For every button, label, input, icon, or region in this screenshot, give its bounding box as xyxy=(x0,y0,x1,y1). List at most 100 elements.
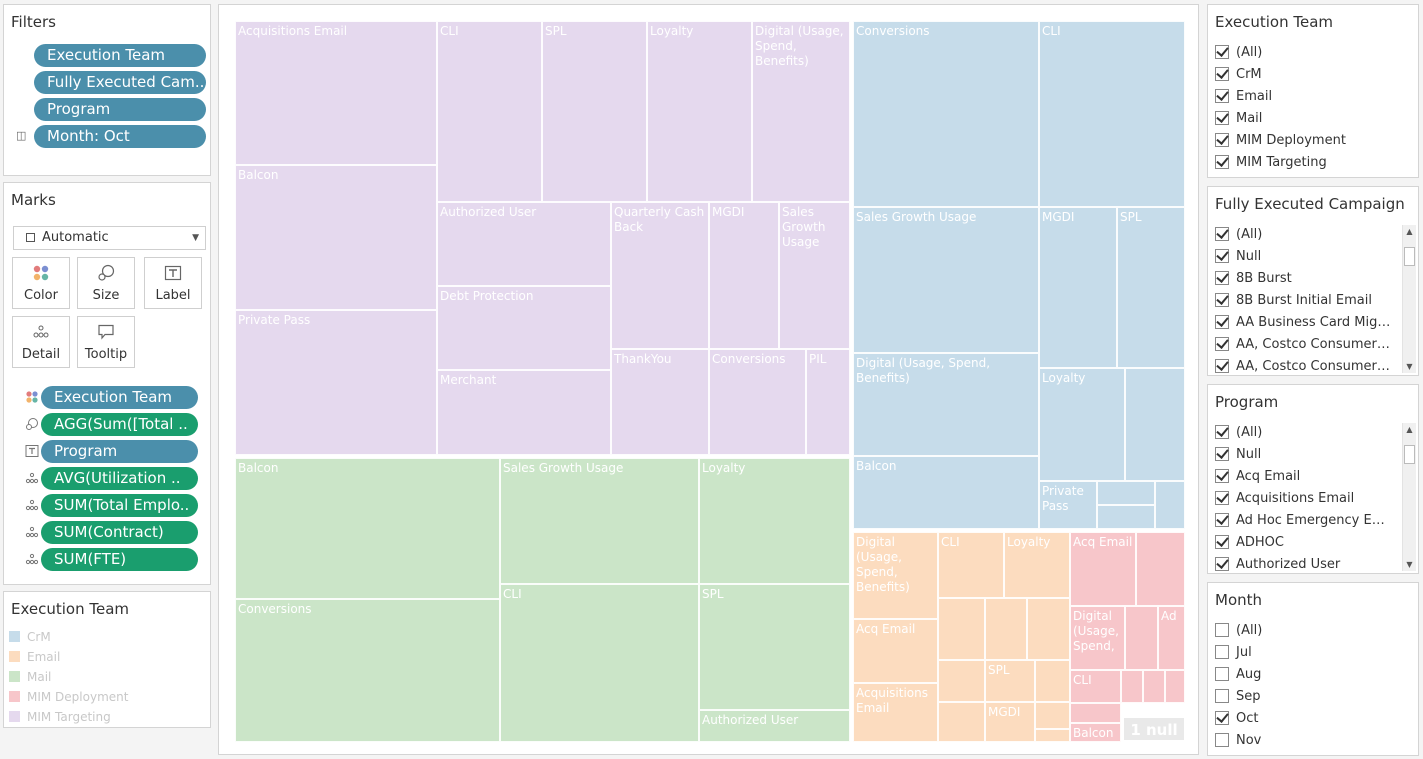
checkbox-checked-icon[interactable] xyxy=(1215,111,1229,125)
scroll-up-icon[interactable]: ▲ xyxy=(1406,227,1413,236)
filter-option[interactable]: (All) xyxy=(1215,422,1393,444)
checkbox-checked-icon[interactable] xyxy=(1215,293,1229,307)
filter-option[interactable]: Nov xyxy=(1215,730,1393,752)
treemap-cell[interactable]: Loyalty xyxy=(1004,532,1070,598)
checkbox-checked-icon[interactable] xyxy=(1215,133,1229,147)
treemap-cell[interactable]: PIL xyxy=(806,349,850,455)
checkbox-checked-icon[interactable] xyxy=(1215,513,1229,527)
treemap-cell[interactable]: Sales Growth Usage xyxy=(779,202,850,349)
mark-type-dropdown[interactable]: Automatic ▼ xyxy=(13,226,206,250)
checkbox-checked-icon[interactable] xyxy=(1215,155,1229,169)
treemap-cell[interactable] xyxy=(985,598,1027,660)
filter-option[interactable]: Authorized User xyxy=(1215,554,1393,576)
checkbox-icon[interactable] xyxy=(1215,667,1229,681)
marks-field-total-employees[interactable]: SUM(Total Emplo.. xyxy=(41,494,198,517)
checkbox-checked-icon[interactable] xyxy=(1215,67,1229,81)
treemap-cell[interactable]: CLI xyxy=(1039,21,1185,207)
marks-field-contract[interactable]: SUM(Contract) xyxy=(41,521,198,544)
treemap-cell[interactable]: Digital (Usage, Spend, xyxy=(1070,606,1125,670)
filter-option[interactable]: Jul xyxy=(1215,642,1393,664)
treemap-cell[interactable]: Loyalty xyxy=(699,458,850,584)
filter-option[interactable]: Ad Hoc Emergency Emails xyxy=(1215,510,1393,532)
treemap-cell[interactable] xyxy=(1035,729,1070,742)
checkbox-checked-icon[interactable] xyxy=(1215,249,1229,263)
treemap-cell[interactable]: Quarterly Cash Back xyxy=(611,202,709,349)
checkbox-checked-icon[interactable] xyxy=(1215,469,1229,483)
treemap-cell[interactable]: CLI xyxy=(500,584,699,742)
treemap-cell[interactable]: SPL xyxy=(985,660,1035,702)
filter-option[interactable]: Mail xyxy=(1215,108,1393,130)
program-scrollbar[interactable]: ▲ ▼ xyxy=(1402,423,1416,571)
checkbox-checked-icon[interactable] xyxy=(1215,711,1229,725)
filter-option[interactable]: (All) xyxy=(1215,224,1393,246)
filter-option[interactable]: Sep xyxy=(1215,686,1393,708)
treemap-cell[interactable]: Authorized User xyxy=(437,202,611,286)
treemap-cell[interactable]: Debt Protection xyxy=(437,286,611,370)
filter-option[interactable]: (All) xyxy=(1215,42,1393,64)
treemap-cell[interactable]: Conversions xyxy=(853,21,1039,207)
treemap-cell[interactable]: CLI xyxy=(1070,670,1121,703)
checkbox-checked-icon[interactable] xyxy=(1215,227,1229,241)
marks-field-utilization[interactable]: AVG(Utilization .. xyxy=(41,467,198,490)
checkbox-checked-icon[interactable] xyxy=(1215,271,1229,285)
marks-label-button[interactable]: Label xyxy=(144,257,202,309)
filter-pill-campaign[interactable]: Fully Executed Cam.. xyxy=(34,71,206,94)
legend-item-email[interactable]: Email xyxy=(9,647,60,667)
treemap-cell[interactable]: ThankYou xyxy=(611,349,709,455)
treemap-cell[interactable]: MGDI xyxy=(1039,207,1117,368)
marks-size-button[interactable]: Size xyxy=(77,257,135,309)
marks-field-fte[interactable]: SUM(FTE) xyxy=(41,548,198,571)
treemap-cell[interactable] xyxy=(1125,606,1158,670)
treemap-cell[interactable]: Private Pass xyxy=(1039,481,1097,529)
filter-option[interactable]: MIM Targeting xyxy=(1215,152,1393,174)
treemap-cell[interactable]: SPL xyxy=(1117,207,1185,368)
checkbox-checked-icon[interactable] xyxy=(1215,337,1229,351)
treemap-cell[interactable] xyxy=(938,598,985,660)
treemap-cell[interactable] xyxy=(938,660,985,702)
treemap-cell[interactable]: Acq Email xyxy=(853,619,938,683)
marks-detail-button[interactable]: Detail xyxy=(12,316,70,368)
filter-option[interactable]: Oct xyxy=(1215,708,1393,730)
scroll-up-icon[interactable]: ▲ xyxy=(1406,425,1413,434)
treemap-cell[interactable]: Private Pass xyxy=(235,310,437,455)
filter-option[interactable]: 8B Burst Initial Email xyxy=(1215,290,1393,312)
marks-field-program[interactable]: Program xyxy=(41,440,198,463)
filter-option[interactable]: AA, Costco Consumer, ... xyxy=(1215,356,1393,378)
treemap-cell[interactable]: Merchant xyxy=(437,370,611,455)
filter-option[interactable]: Acquisitions Email xyxy=(1215,488,1393,510)
treemap-cell[interactable] xyxy=(1070,703,1121,723)
filter-pill-execution-team[interactable]: Execution Team xyxy=(34,44,206,67)
treemap-cell[interactable]: Ad xyxy=(1158,606,1185,670)
treemap-cell[interactable]: Acq Email xyxy=(1070,532,1136,606)
scroll-thumb[interactable] xyxy=(1404,247,1415,266)
treemap-cell[interactable] xyxy=(1035,702,1070,729)
treemap-cell[interactable] xyxy=(1155,481,1185,529)
treemap-cell[interactable]: Authorized User xyxy=(699,710,850,742)
marks-field-execution-team[interactable]: Execution Team xyxy=(41,386,198,409)
scroll-down-icon[interactable]: ▼ xyxy=(1406,560,1413,569)
treemap-cell[interactable]: MGDI xyxy=(985,702,1035,742)
treemap-cell[interactable]: Acquisitions Email xyxy=(235,21,437,165)
treemap-cell[interactable]: SPL xyxy=(542,21,647,202)
marks-tooltip-button[interactable]: Tooltip xyxy=(77,316,135,368)
filter-pill-program[interactable]: Program xyxy=(34,98,206,121)
treemap-cell[interactable]: Digital (Usage, Spend, Benefits) xyxy=(752,21,850,202)
treemap-cell[interactable]: Balcon xyxy=(235,458,500,599)
filter-option[interactable]: 8B Burst xyxy=(1215,268,1393,290)
checkbox-checked-icon[interactable] xyxy=(1215,557,1229,571)
filter-pill-month[interactable]: Month: Oct xyxy=(34,125,206,148)
checkbox-icon[interactable] xyxy=(1215,733,1229,747)
treemap-cell[interactable]: SPL xyxy=(699,584,850,710)
treemap-cell[interactable]: Balcon xyxy=(853,456,1039,529)
treemap-cell[interactable]: Balcon xyxy=(1070,723,1121,742)
treemap-cell[interactable] xyxy=(1027,598,1070,660)
checkbox-checked-icon[interactable] xyxy=(1215,535,1229,549)
treemap-cell[interactable]: Conversions xyxy=(709,349,806,455)
campaign-scrollbar[interactable]: ▲ ▼ xyxy=(1402,225,1416,373)
treemap-cell[interactable]: Digital (Usage, Spend, Benefits) xyxy=(853,353,1039,456)
checkbox-checked-icon[interactable] xyxy=(1215,425,1229,439)
scroll-down-icon[interactable]: ▼ xyxy=(1406,362,1413,371)
legend-item-mim-deployment[interactable]: MIM Deployment xyxy=(9,687,128,707)
treemap-cell[interactable] xyxy=(1097,505,1155,529)
scroll-thumb[interactable] xyxy=(1404,445,1415,464)
